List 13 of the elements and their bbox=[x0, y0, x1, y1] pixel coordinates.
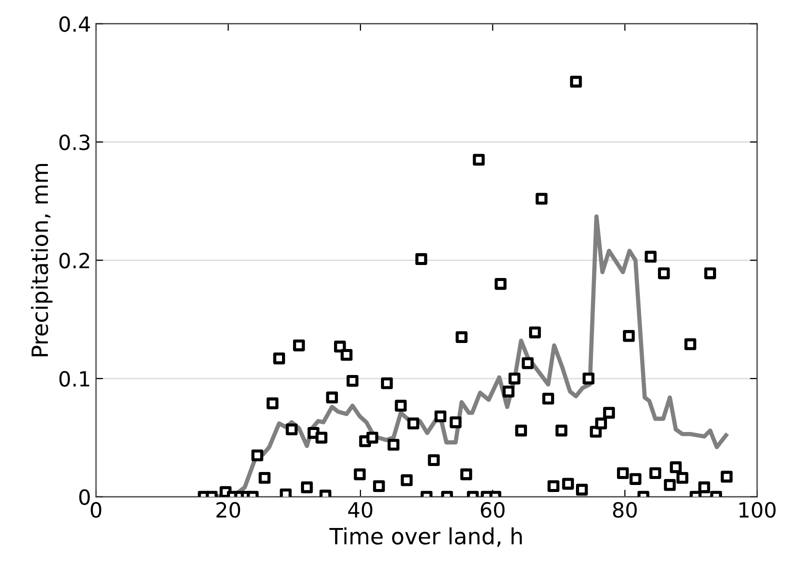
x-tick-label: 60 bbox=[480, 502, 505, 518]
x-tick-label: 100 bbox=[740, 502, 776, 518]
x-axis-title: Time over land, h bbox=[329, 527, 522, 547]
x-tick-label: 80 bbox=[613, 502, 637, 518]
y-tick-label: 0.2 bbox=[59, 252, 90, 268]
y-tick-label: 0.1 bbox=[59, 370, 90, 387]
x-tick-label: 0 bbox=[90, 502, 102, 518]
y-axis-title: Precipitation, mm bbox=[30, 164, 52, 356]
x-tick-label: 40 bbox=[348, 502, 372, 518]
x-tick-label: 20 bbox=[216, 502, 240, 518]
y-tick-label: 0.3 bbox=[59, 134, 90, 150]
y-tick-label: 0 bbox=[79, 489, 90, 505]
y-tick-label: 0.4 bbox=[59, 16, 90, 32]
